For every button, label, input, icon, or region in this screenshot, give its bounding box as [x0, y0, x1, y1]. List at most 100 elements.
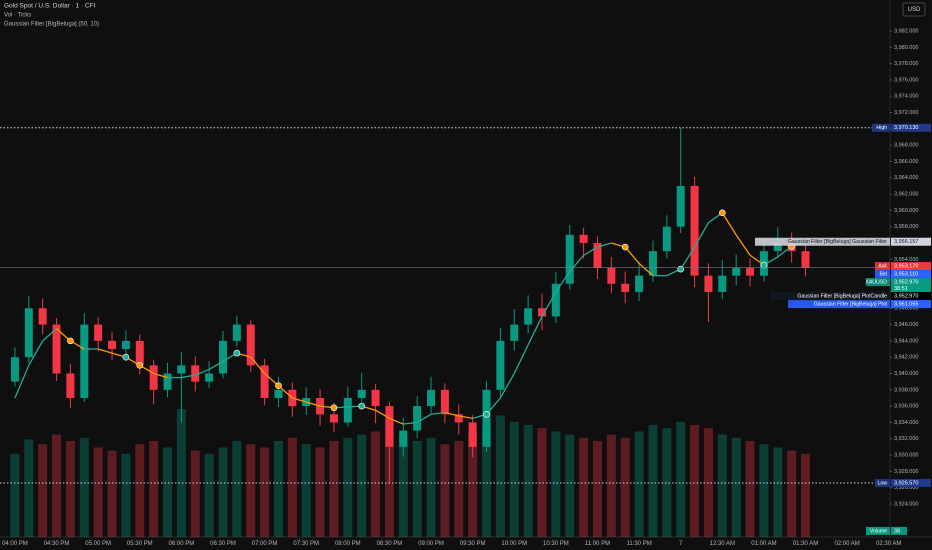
- candle-body: [662, 226, 671, 252]
- volume-bar: [648, 425, 658, 537]
- tag-value-box: [891, 526, 907, 535]
- filter-line: [208, 360, 224, 370]
- tag-name: High: [876, 125, 887, 131]
- x-tick-label: 05:00 PM: [85, 541, 111, 547]
- candle-body: [773, 243, 782, 252]
- volume-bar: [398, 434, 408, 537]
- candle-body: [524, 308, 533, 325]
- filter-line: [306, 401, 321, 407]
- tag-value: 3,956.157: [894, 239, 918, 245]
- filter-line: [42, 328, 57, 342]
- volume-bar: [440, 444, 450, 537]
- volume-bar: [759, 444, 769, 537]
- volume-bar: [454, 441, 464, 537]
- y-tick-label: 3,928.000: [894, 469, 918, 475]
- tag-name: Low: [877, 480, 887, 486]
- y-tick-label: 3,930.000: [894, 452, 918, 458]
- volume-bar: [801, 453, 811, 537]
- candle-body: [551, 283, 560, 317]
- candle-body: [371, 389, 380, 407]
- y-tick-label: 3,982.000: [894, 28, 918, 34]
- tag-value-box: [891, 292, 931, 301]
- candle-body: [454, 414, 463, 423]
- filter-line: [541, 291, 557, 317]
- volume-bar: [260, 447, 270, 537]
- y-tick-label: 3,966.000: [894, 159, 918, 165]
- y-tick-label: 3,944.000: [894, 338, 918, 344]
- x-tick-label: 08:30 PM: [377, 541, 403, 547]
- volume-bar: [343, 437, 353, 537]
- tag-value: 3,953.110: [894, 272, 918, 278]
- currency-button[interactable]: [902, 2, 926, 17]
- volume-bar: [537, 428, 547, 537]
- y-tick-label: 3,958.000: [894, 224, 918, 230]
- tag-name-box: [866, 526, 890, 535]
- candle-body: [496, 340, 505, 390]
- candle-body: [94, 324, 103, 341]
- x-tick-label: 05:30 PM: [127, 541, 153, 547]
- y-tick-label: 3,936.000: [894, 404, 918, 410]
- volume-bar: [482, 425, 492, 537]
- y-tick-label: 3,932.000: [894, 436, 918, 442]
- signal-marker: [330, 404, 338, 412]
- y-tick-label: 3,946.000: [894, 322, 918, 328]
- candle-body: [801, 251, 810, 268]
- volume-bar: [121, 453, 131, 537]
- tag-name: Bid: [880, 271, 888, 277]
- volume-bar: [135, 444, 145, 537]
- volume-bar: [662, 428, 672, 537]
- x-tick-label: 09:30 PM: [460, 541, 486, 547]
- candle-body: [510, 324, 519, 341]
- x-tick-label: 04:00 PM: [2, 541, 28, 547]
- x-tick-label: 08:00 PM: [335, 541, 361, 547]
- x-tick-label: 07:00 PM: [252, 541, 278, 547]
- tag-name-box: [875, 270, 890, 279]
- candle-body: [732, 267, 741, 276]
- candle-body: [191, 365, 200, 382]
- y-tick-label: 3,964.000: [894, 175, 918, 181]
- tag-name-box: [872, 123, 890, 132]
- signal-marker: [483, 410, 490, 418]
- x-tick-label: 01:30 AM: [793, 541, 818, 547]
- filter-line: [555, 271, 571, 293]
- y-tick-label: 3,926.000: [894, 485, 918, 491]
- filter-line: [624, 246, 640, 264]
- tag-value-box: [891, 262, 931, 271]
- y-tick-label: 3,938.000: [894, 387, 918, 393]
- candle-body: [635, 275, 644, 292]
- volume-bar: [93, 447, 103, 537]
- candle-body: [38, 308, 47, 325]
- filter-line: [680, 246, 696, 270]
- currency-label[interactable]: USD: [908, 7, 921, 13]
- candle-body: [177, 365, 186, 374]
- signal-marker: [719, 209, 726, 217]
- chart-title: Gold Spot / U.S. Dollar · 1 · CFI: [4, 3, 96, 10]
- filter-line: [583, 246, 598, 256]
- tag-value: 38: [894, 528, 900, 534]
- x-tick-label: 7: [679, 541, 683, 547]
- volume-bar: [24, 439, 34, 537]
- filter-line: [693, 222, 710, 248]
- filter-line: [569, 254, 585, 272]
- tag-name: XAUUSD: [865, 279, 887, 285]
- tag-name: Volume: [870, 528, 887, 534]
- filter-line: [389, 417, 404, 425]
- candle-body: [565, 234, 574, 284]
- volume-bar: [287, 437, 297, 537]
- signal-marker: [275, 382, 282, 390]
- y-tick-label: 3,976.000: [894, 77, 918, 83]
- signal-marker: [358, 402, 365, 410]
- volume-bar: [426, 437, 436, 537]
- candle-body: [607, 267, 616, 284]
- x-tick-label: 04:30 PM: [44, 541, 70, 547]
- x-tick-label: 09:00 PM: [418, 541, 444, 547]
- volume-bar: [523, 425, 533, 537]
- y-tick-label: 3,940.000: [894, 371, 918, 377]
- y-tick-label: 3,954.000: [894, 257, 918, 263]
- volume-bar: [149, 441, 159, 537]
- candle-body: [246, 324, 255, 366]
- tag-value-box: [891, 479, 931, 488]
- volume-bar: [273, 441, 283, 537]
- candle-body: [357, 389, 366, 398]
- volume-bar: [10, 453, 20, 537]
